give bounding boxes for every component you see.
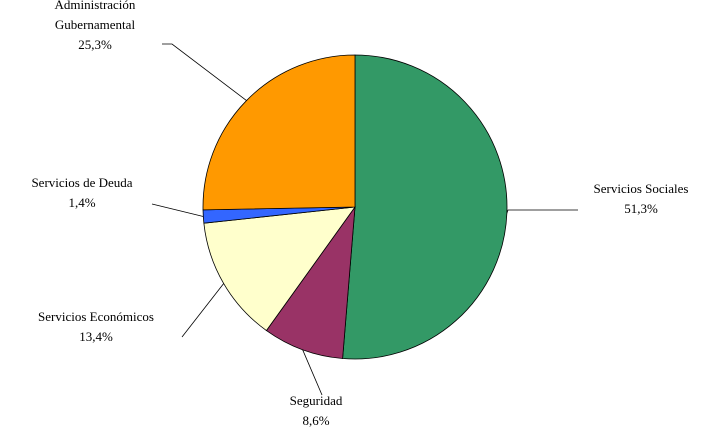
leader-line-servicios-de-deuda	[151, 203, 204, 217]
slice-label-servicios-de-deuda: Servicios de Deuda 1,4%	[31, 175, 132, 210]
slice-name-label: Gubernamental	[55, 17, 136, 32]
pie-slice-servicios-sociales	[342, 54, 508, 360]
leader-line-administracion-gubernamental	[162, 43, 247, 101]
slice-label-administracion-gubernamental: Administración Gubernamental 25,3%	[55, 0, 136, 52]
leader-line-servicios-economicos	[181, 283, 224, 338]
slice-labels: Servicios Sociales 51,3% Seguridad 8,6% Serv…	[31, 0, 688, 428]
leader-line-seguridad	[302, 349, 323, 396]
slice-percent-label: 8,6%	[302, 413, 329, 428]
slice-name-label: Servicios de Deuda	[31, 175, 132, 190]
slice-label-servicios-sociales: Servicios Sociales 51,3%	[594, 181, 689, 216]
slice-percent-label: 1,4%	[68, 195, 95, 210]
slice-name-label: Seguridad	[290, 393, 343, 408]
pie-slices	[202, 54, 508, 360]
pie-slice-servicios-economicos	[203, 206, 356, 332]
pie-slice-administracion-gubernamental	[202, 54, 356, 211]
slice-percent-label: 13,4%	[79, 329, 113, 344]
slice-percent-label: 25,3%	[78, 37, 112, 52]
slice-label-seguridad: Seguridad 8,6%	[290, 393, 343, 428]
slice-name-label: Servicios Sociales	[594, 181, 689, 196]
slice-label-servicios-economicos: Servicios Económicos 13,4%	[38, 309, 154, 344]
slice-name-label: Administración	[55, 0, 136, 12]
slice-name-label: Servicios Económicos	[38, 309, 154, 324]
leader-lines	[151, 43, 578, 396]
slice-percent-label: 51,3%	[624, 201, 658, 216]
leader-line-servicios-sociales	[506, 209, 578, 214]
